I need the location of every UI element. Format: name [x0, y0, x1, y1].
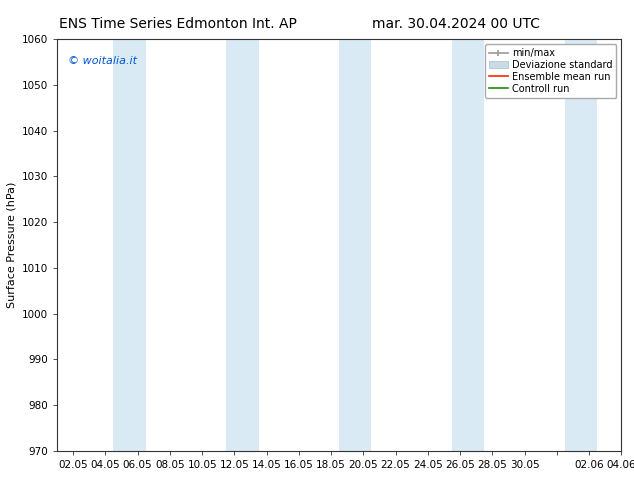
- Text: ENS Time Series Edmonton Int. AP: ENS Time Series Edmonton Int. AP: [58, 17, 297, 31]
- Legend: min/max, Deviazione standard, Ensemble mean run, Controll run: min/max, Deviazione standard, Ensemble m…: [485, 44, 616, 98]
- Bar: [565, 39, 597, 451]
- Text: © woitalia.it: © woitalia.it: [68, 56, 138, 66]
- Text: mar. 30.04.2024 00 UTC: mar. 30.04.2024 00 UTC: [373, 17, 540, 31]
- Bar: [339, 39, 372, 451]
- Y-axis label: Surface Pressure (hPa): Surface Pressure (hPa): [6, 182, 16, 308]
- Bar: [113, 39, 146, 451]
- Bar: [226, 39, 259, 451]
- Bar: [452, 39, 484, 451]
